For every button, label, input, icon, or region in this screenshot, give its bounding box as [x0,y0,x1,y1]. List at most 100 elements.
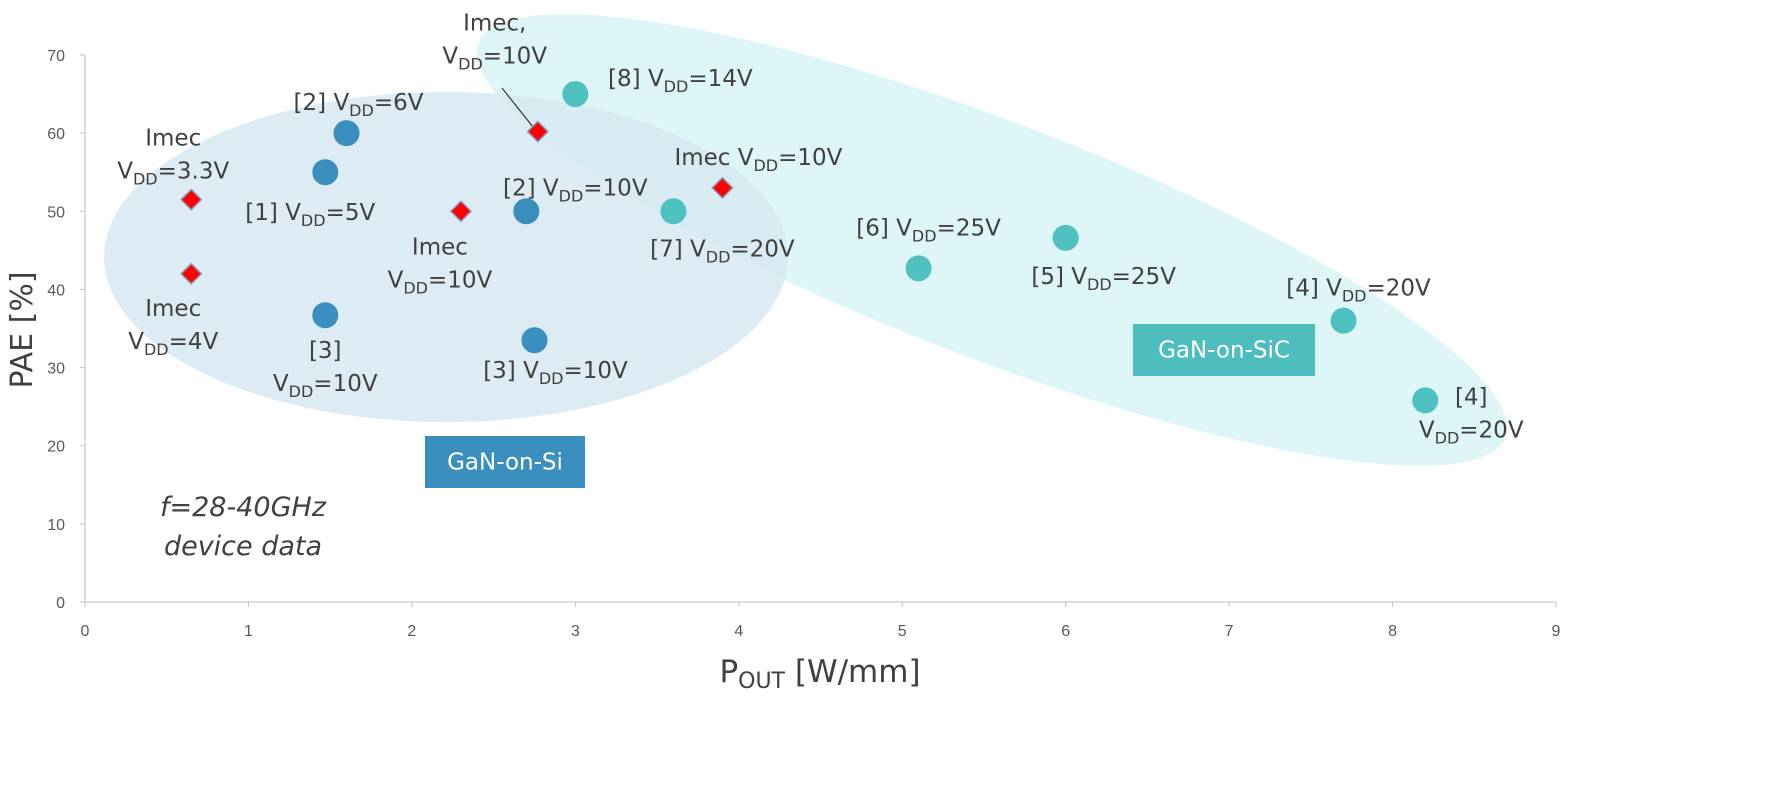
x-title-part: [W/mm] [785,654,921,690]
label-part: =14V [688,66,753,92]
x-title-sub: OUT [738,669,785,694]
label-part: =5V [326,200,376,226]
point-label: VDD=3.3V [117,159,229,189]
label-part: V [273,371,289,397]
annotation: f=28-40GHz [160,492,327,523]
marker [333,120,360,147]
label-part: Imec [145,296,201,322]
label-sub: DD [301,211,326,230]
point-label: Imec, [463,11,526,37]
label-sub: DD [133,170,158,189]
label-part: [3] V [483,358,539,384]
label-part: =6V [374,90,424,116]
label-part: [2] V [294,90,350,116]
label-part: [4] V [1286,276,1342,302]
marker [562,81,589,108]
label-part: V [442,44,458,70]
marker [521,327,548,354]
point-label: [8] VDD=14V [608,66,753,96]
x-tick-label: 7 [1225,623,1234,640]
point-label: [3] VDD=10V [483,358,628,388]
label-sub: DD [706,247,731,266]
marker [1412,387,1439,414]
y-tick-label: 40 [47,282,65,299]
x-tick-label: 1 [244,623,253,640]
annotation: device data [164,531,322,562]
point-label: VDD=4V [128,329,218,359]
label-part: [6] V [856,215,912,241]
x-tick-label: 6 [1061,623,1070,640]
label-part: V [117,159,133,185]
x-axis-title: POUT [W/mm] [719,654,920,694]
point-label: [5] VDD=25V [1031,264,1176,294]
label-part: =4V [169,329,219,355]
label-sub: DD [753,156,778,175]
label-sub: DD [144,340,169,359]
si-box [425,436,585,488]
label-sub: DD [664,77,689,96]
y-tick-label: 20 [47,439,65,456]
y-axis-title: PAE [%] [5,271,40,388]
point-label: [4] VDD=20V [1286,276,1431,306]
label-sub: DD [912,226,937,245]
label-part: =25V [937,215,1002,241]
label-sub: DD [289,382,314,401]
x-tick-label: 4 [734,623,743,640]
y-tick-label: 10 [47,517,65,534]
x-tick-label: 9 [1552,623,1561,640]
label-sub: DD [559,186,584,205]
point-label: Imec VDD=10V [674,145,842,175]
point-label: VDD=10V [388,267,493,297]
marker [312,302,339,329]
point-label: [4] [1455,384,1488,410]
si-region [104,92,788,422]
si-box-label: GaN-on-Si [447,450,563,476]
marker [711,176,734,199]
marker [449,200,472,223]
x-title-part: P [719,654,738,690]
point-label: [2] VDD=6V [294,90,424,120]
y-tick-label: 70 [47,48,65,65]
label-sub: DD [349,101,374,120]
label-part: [1] V [245,200,301,226]
label-part: Imec V [674,145,753,171]
leader-line [501,87,534,128]
sic-box-label: GaN-on-SiC [1158,338,1290,364]
label-part: =3.3V [158,159,230,185]
label-part: [3] [309,338,342,364]
label-sub: DD [1435,428,1460,447]
marker [513,198,540,225]
label-part: [2] V [503,175,559,201]
label-sub: DD [458,55,483,74]
point-label: Imec [412,234,468,260]
label-part: =10V [313,371,378,397]
label-part: =20V [730,236,795,262]
marker [526,120,549,143]
point-label: [6] VDD=25V [856,215,1001,245]
label-sub: DD [1342,287,1367,306]
point-label: VDD=20V [1419,417,1524,447]
point-label: Imec [145,126,201,152]
label-part: =10V [483,44,548,70]
x-tick-label: 0 [81,623,90,640]
marker [180,262,203,285]
point-label: VDD=10V [273,371,378,401]
marker [905,255,932,282]
label-part: [7] V [650,236,706,262]
label-part: Imec [412,234,468,260]
label-part: Imec [145,126,201,152]
point-label: Imec [145,296,201,322]
marker [1330,307,1357,334]
x-tick-label: 5 [898,623,907,640]
sic-box [1133,324,1315,376]
x-tick-label: 8 [1388,623,1397,640]
label-sub: DD [403,278,428,297]
label-part: =20V [1459,417,1524,443]
label-part: =25V [1112,264,1177,290]
label-part: =10V [778,145,843,171]
point-label: [7] VDD=20V [650,236,795,266]
label-part: Imec, [463,11,526,37]
label-part: [5] V [1031,264,1087,290]
label-part: V [1419,417,1435,443]
